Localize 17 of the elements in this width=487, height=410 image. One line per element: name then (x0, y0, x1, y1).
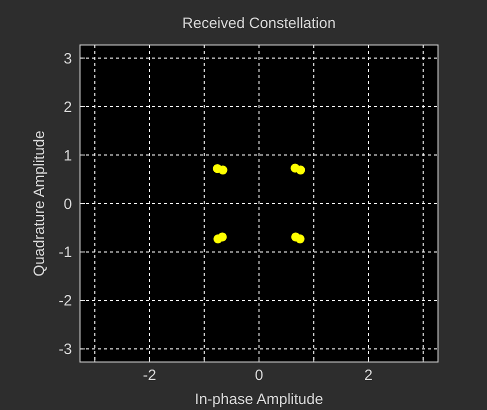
chart-title: Received Constellation (182, 15, 336, 32)
y-tick-label: 2 (64, 98, 72, 116)
point (218, 166, 228, 175)
y-tick-label: 0 (64, 196, 72, 213)
y-tick-label: -3 (58, 341, 72, 358)
x-tick-label: 0 (254, 367, 264, 384)
x-tick-label: 2 (364, 367, 373, 384)
y-tick-label: -1 (58, 244, 72, 262)
x-tick-label: -2 (142, 367, 156, 384)
point (296, 234, 305, 244)
x-axis-title: In-phase Amplitude (194, 391, 324, 408)
y-axis-title: Quadrature Amplitude (31, 130, 48, 276)
y-tick-label: -2 (58, 292, 72, 310)
point (218, 232, 227, 242)
y-tick-label: 1 (64, 147, 72, 164)
y-tick-label: 3 (64, 50, 72, 68)
point (296, 166, 306, 175)
